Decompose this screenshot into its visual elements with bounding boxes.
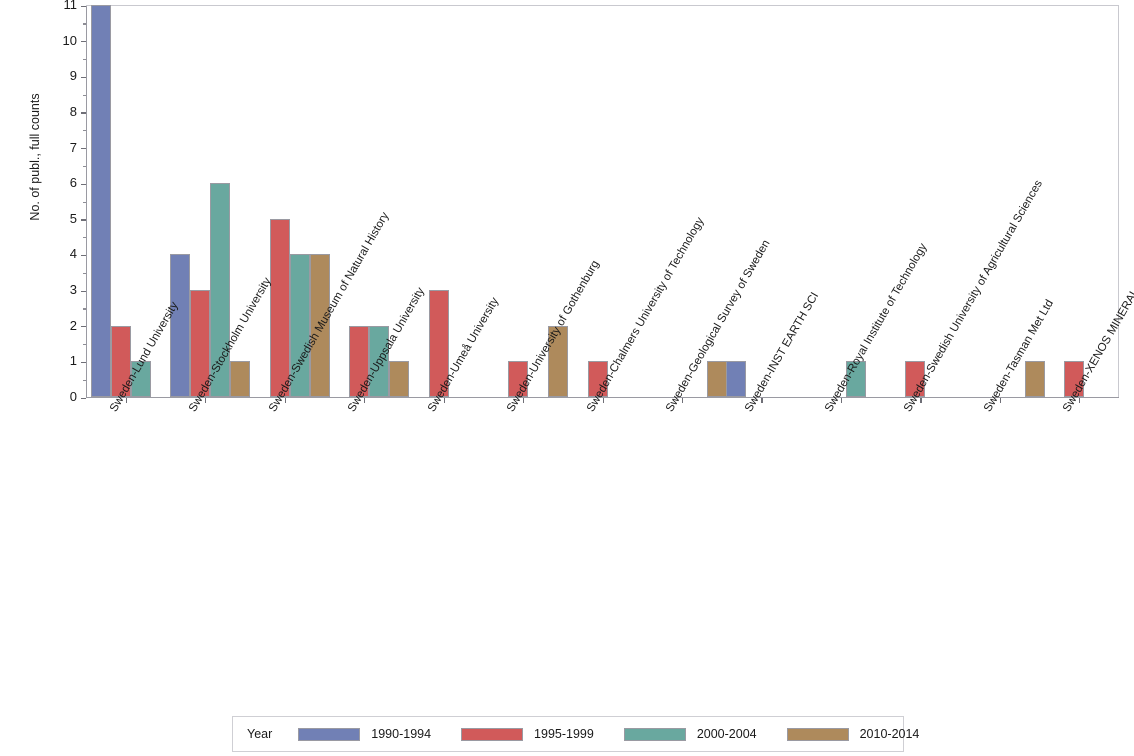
y-tick-label: 4 — [69, 246, 77, 262]
y-minor-tick-mark — [83, 237, 86, 239]
y-minor-tick-mark — [83, 344, 86, 346]
y-tick-mark — [81, 148, 86, 150]
y-tick-label: 8 — [69, 103, 77, 119]
x-tick-mark — [523, 398, 525, 403]
legend-entry[interactable]: 2000-2004 — [623, 727, 757, 741]
x-tick-mark — [761, 398, 763, 403]
bar — [170, 254, 191, 397]
legend-swatch — [623, 727, 686, 741]
x-tick-mark — [125, 398, 127, 403]
y-minor-tick-mark — [83, 94, 86, 96]
bar — [110, 325, 131, 397]
y-tick-label: 1 — [69, 353, 77, 369]
y-tick-mark — [81, 219, 86, 221]
bar — [706, 361, 727, 397]
y-tick-mark — [81, 254, 86, 257]
legend-label: 1995-1999 — [534, 727, 594, 741]
legend-label: 2000-2004 — [696, 727, 757, 741]
y-minor-tick-mark — [83, 58, 86, 61]
y-minor-tick-mark — [83, 379, 86, 381]
y-tick-label: 3 — [69, 282, 77, 298]
legend-entry[interactable]: 1995-1999 — [461, 727, 594, 741]
y-tick-label: 2 — [69, 317, 77, 333]
legend-swatch — [786, 727, 849, 741]
y-tick-mark — [81, 397, 86, 399]
bar — [389, 361, 410, 397]
bar — [289, 254, 310, 397]
y-minor-tick-mark — [83, 23, 86, 25]
y-tick-mark — [81, 5, 86, 7]
bar — [349, 325, 370, 397]
bar — [210, 183, 231, 397]
bar — [428, 290, 449, 397]
y-tick-label: 10 — [62, 32, 77, 48]
x-tick-mark — [999, 398, 1001, 403]
y-tick-label: 9 — [69, 68, 77, 84]
x-tick-mark — [364, 398, 366, 403]
bar — [905, 361, 926, 397]
y-minor-tick-mark — [83, 201, 86, 203]
legend-entry[interactable]: 2010-2014 — [786, 727, 920, 741]
y-tick-mark — [81, 290, 86, 292]
x-tick-mark — [205, 398, 207, 403]
x-tick-mark — [681, 398, 684, 403]
bar — [269, 218, 290, 397]
bar — [190, 290, 211, 397]
y-minor-tick-mark — [83, 165, 86, 168]
legend-entry[interactable]: 1990-1994 — [298, 727, 431, 741]
bar — [508, 361, 529, 397]
y-tick-label: 11 — [63, 0, 78, 12]
y-tick-mark — [81, 183, 86, 185]
legend-entries: 1990-1994 1995-1999 2000-2004 2010-2014 — [298, 727, 949, 741]
y-tick-mark — [81, 76, 86, 78]
y-tick-label: 5 — [69, 210, 77, 226]
plot-area — [86, 5, 1119, 398]
y-tick-label: 0 — [69, 389, 77, 404]
x-tick-mark — [1079, 398, 1081, 403]
x-tick-mark — [602, 398, 604, 403]
bar — [587, 361, 608, 397]
y-tick-mark — [81, 112, 86, 114]
y-tick-mark — [81, 361, 86, 364]
x-tick-mark — [840, 398, 843, 403]
y-minor-tick-mark — [83, 130, 86, 132]
bar — [845, 361, 866, 397]
legend-swatch — [461, 727, 524, 741]
y-minor-tick-mark — [83, 308, 86, 310]
y-tick-label: 6 — [69, 175, 77, 191]
x-tick-mark — [284, 398, 286, 403]
chart-legend: Year 1990-1994 1995-1999 2000-2004 2010-201… — [232, 716, 919, 752]
bar — [1064, 361, 1085, 397]
legend-swatch — [298, 727, 361, 741]
legend-label: 2010-2014 — [859, 727, 920, 741]
y-tick-mark — [81, 326, 86, 328]
y-minor-tick-mark — [83, 272, 86, 274]
x-tick-mark — [920, 398, 922, 403]
bar — [1024, 361, 1045, 397]
bar — [369, 325, 390, 397]
plot-frame-top — [86, 5, 1119, 6]
bar — [309, 254, 330, 397]
bar — [726, 361, 747, 397]
x-tick-mark — [443, 398, 445, 403]
bar — [90, 5, 111, 397]
legend-title: Year — [247, 727, 273, 741]
legend-label: 1990-1994 — [371, 727, 432, 741]
bar — [230, 361, 251, 397]
bar — [548, 325, 569, 397]
bar — [130, 361, 151, 397]
plot-frame-right — [1118, 5, 1119, 398]
y-tick-mark — [81, 41, 86, 43]
y-tick-label: 7 — [69, 139, 77, 155]
y-axis-title: No. of publ., full counts — [28, 93, 42, 221]
